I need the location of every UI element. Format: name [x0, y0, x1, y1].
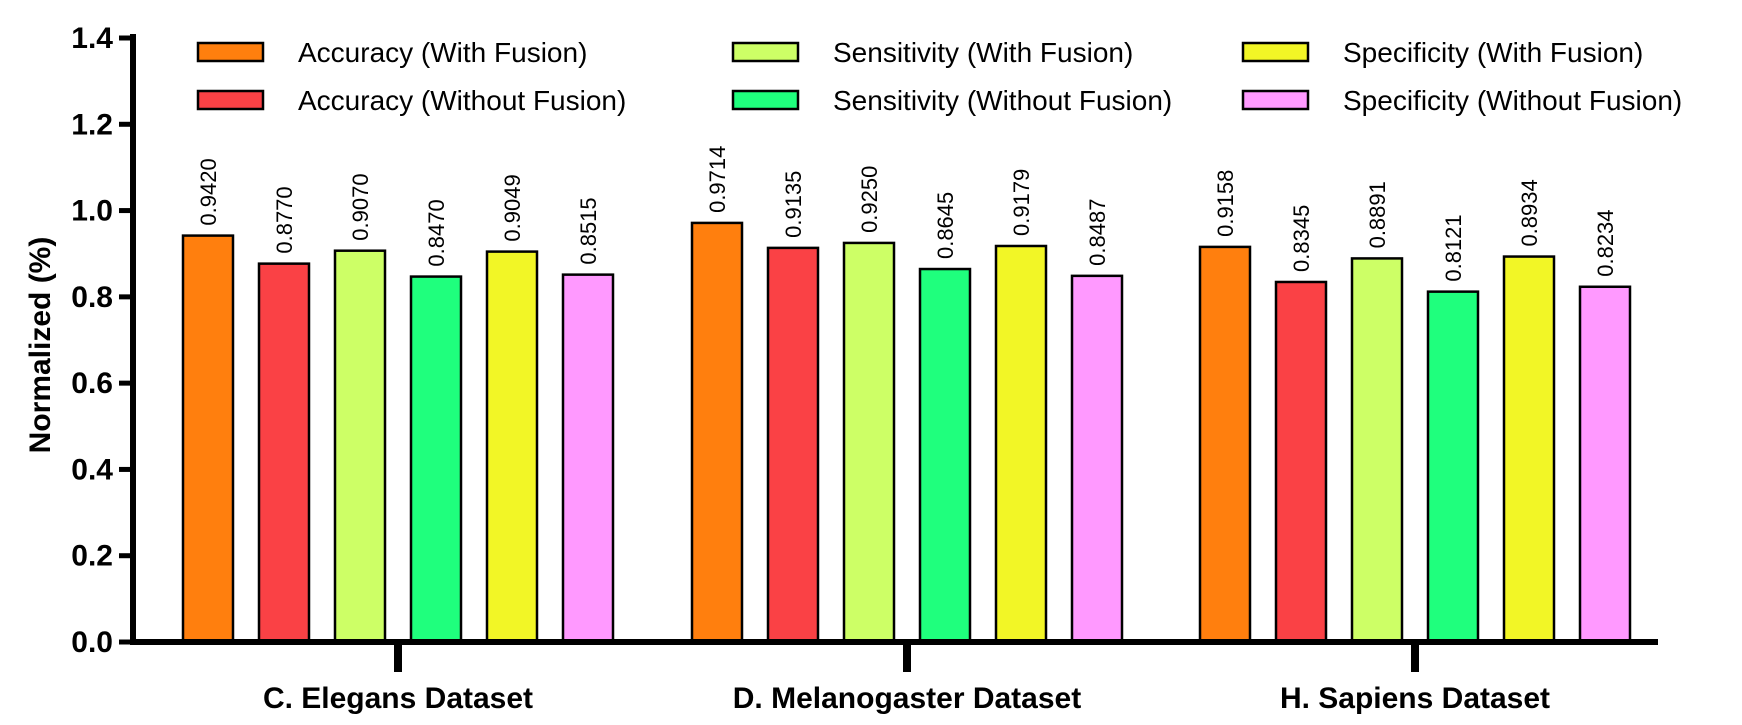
data-label: 0.8515	[576, 197, 601, 264]
legend-swatch	[196, 41, 265, 63]
bar	[1198, 245, 1252, 644]
y-tick-label: 0.8	[71, 281, 113, 314]
legend-label: Accuracy (Without Fusion)	[298, 85, 626, 116]
bar	[181, 234, 235, 644]
data-label: 0.8934	[1517, 179, 1542, 246]
data-label: 0.8891	[1365, 181, 1390, 248]
data-label: 0.8470	[424, 199, 449, 266]
y-tick-label: 0.2	[71, 540, 113, 573]
y-tick-label: 0.4	[71, 453, 113, 486]
bars	[181, 221, 1632, 644]
bar	[1502, 255, 1556, 644]
y-tick-label: 0.0	[71, 626, 113, 659]
y-tick-label: 1.4	[71, 22, 113, 55]
x-tick-label: C. Elegans Dataset	[263, 682, 533, 715]
data-label: 0.9158	[1213, 170, 1238, 237]
data-label: 0.9135	[781, 171, 806, 238]
bar	[842, 241, 896, 644]
y-axis-label: Normalized (%)	[24, 237, 57, 454]
y-tick-label: 1.2	[71, 108, 113, 141]
y-tick-label: 1.0	[71, 195, 113, 228]
data-label: 0.8234	[1593, 209, 1618, 276]
bar	[1350, 257, 1404, 644]
legend-label: Sensitivity (Without Fusion)	[833, 85, 1172, 116]
data-label: 0.8121	[1441, 214, 1466, 281]
bar	[1070, 274, 1124, 644]
legend-label: Sensitivity (With Fusion)	[833, 37, 1133, 68]
data-label: 0.9070	[348, 173, 373, 240]
bar	[766, 246, 820, 644]
bar	[561, 273, 615, 644]
bar	[918, 267, 972, 644]
x-tick-label: D. Melanogaster Dataset	[733, 682, 1081, 715]
bar	[1578, 285, 1632, 644]
legend-swatch	[1241, 89, 1310, 111]
data-label: 0.8770	[272, 186, 297, 253]
data-label: 0.9714	[705, 146, 730, 213]
data-label: 0.9049	[500, 174, 525, 241]
bar	[994, 244, 1048, 644]
data-label: 0.9250	[857, 166, 882, 233]
y-axis: 0.0 0.2 0.4 0.6 0.8 1.0 1.2 1.4	[71, 22, 136, 659]
bar	[1274, 280, 1328, 644]
legend-label: Specificity (Without Fusion)	[1343, 85, 1682, 116]
bar	[257, 262, 311, 644]
legend-label: Accuracy (With Fusion)	[298, 37, 587, 68]
data-label: 0.9179	[1009, 169, 1034, 236]
legend-label: Specificity (With Fusion)	[1343, 37, 1643, 68]
x-axis: C. Elegans Dataset D. Melanogaster Datase…	[130, 639, 1658, 715]
x-tick-label: H. Sapiens Dataset	[1280, 682, 1550, 715]
data-label: 0.8645	[933, 192, 958, 259]
legend-swatch	[196, 89, 265, 111]
bar	[485, 250, 539, 644]
bar	[333, 249, 387, 644]
bar	[409, 275, 463, 644]
legend-swatch	[731, 41, 800, 63]
bar	[690, 221, 744, 644]
data-labels: 0.9420 0.8770 0.9070 0.8470 0.9049 0.8515 0.97…	[196, 146, 1618, 282]
bar	[1426, 290, 1480, 644]
y-tick-label: 0.6	[71, 367, 113, 400]
legend: Accuracy (With Fusion) Accuracy (Without …	[196, 37, 1682, 116]
data-label: 0.9420	[196, 158, 221, 225]
data-label: 0.8487	[1085, 199, 1110, 266]
legend-swatch	[731, 89, 800, 111]
data-label: 0.8345	[1289, 205, 1314, 272]
legend-swatch	[1241, 41, 1310, 63]
